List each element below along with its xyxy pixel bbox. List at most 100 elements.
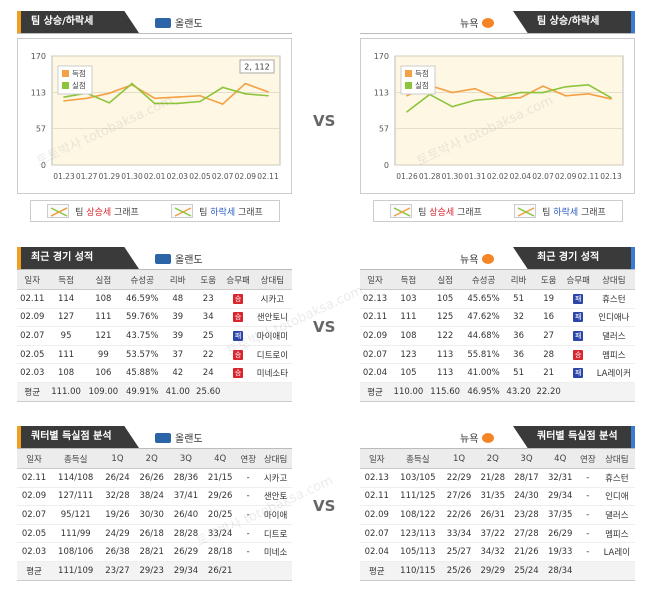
- table-cell: -: [577, 542, 599, 562]
- column-header: 상대팀: [592, 269, 635, 290]
- x-tick-label: 02.09: [235, 172, 257, 181]
- table-cell: 111.00: [47, 381, 85, 402]
- table-cell: [237, 560, 260, 581]
- table-cell: 55.81%: [463, 345, 504, 365]
- data-point: [176, 96, 179, 98]
- table-row: 02.04 105 113 41.00% 51 21 패 LA레이커: [360, 363, 635, 383]
- column-header: 도움: [192, 269, 224, 290]
- result-badge: 패: [573, 312, 584, 323]
- x-tick-label: 02.07: [212, 172, 234, 181]
- table-row: 02.07 123/113 33/34 37/22 27/28 26/29- 멤피스: [360, 524, 635, 544]
- quarter-title-right: 쿼터별 득실점 분석: [513, 426, 635, 448]
- data-point: [108, 102, 111, 104]
- result-cell: 승: [223, 363, 253, 383]
- result-cell: 승: [223, 345, 253, 365]
- table-cell: 48: [162, 289, 193, 309]
- table-cell: 122: [426, 326, 464, 346]
- table-row: 02.13 103 105 45.65% 51 19 패 휴스턴: [360, 289, 635, 309]
- data-point: [496, 97, 499, 100]
- data-point: [244, 82, 247, 85]
- table-cell: 23/28: [509, 505, 544, 525]
- table-cell: 멤피스: [592, 345, 635, 365]
- knicks-logo-icon: [482, 253, 495, 264]
- table-cell: 45.65%: [463, 289, 504, 309]
- table-cell: 25.60: [192, 381, 224, 402]
- table-cell: 29/29: [475, 560, 510, 581]
- table-cell: 39: [162, 308, 193, 328]
- result-cell: 패: [563, 308, 593, 328]
- table-cell: 38/24: [134, 487, 169, 507]
- table-cell: 99: [84, 345, 122, 365]
- y-tick-label: 170: [31, 52, 46, 61]
- column-header: 실점: [84, 269, 122, 290]
- data-point: [519, 91, 522, 94]
- table-cell: 02.07: [17, 326, 48, 346]
- table-cell: LA레이: [598, 542, 635, 562]
- data-point: [474, 99, 476, 102]
- column-header: 상대팀: [252, 269, 292, 290]
- table-row: 02.09 108 122 44.68% 36 27 패 댈러스: [360, 326, 635, 346]
- data-point: [108, 92, 111, 94]
- table-cell: 16: [533, 308, 564, 328]
- table-cell: 02.13: [360, 289, 391, 309]
- table-cell: 평균: [360, 560, 394, 581]
- average-row: 평균 111.00 109.00 49.91% 41.00 25.60: [17, 381, 292, 402]
- table-header-row: 일자 총득실 1Q 2Q 3Q 4Q 연장 상대팀: [360, 448, 635, 469]
- result-cell: 승: [563, 345, 593, 365]
- y-tick-label: 57: [36, 124, 46, 133]
- table-cell: 123: [390, 345, 427, 365]
- table-row: 02.07 123 113 55.81% 36 28 승 멤피스: [360, 345, 635, 365]
- table-cell: 23/27: [100, 560, 135, 581]
- table-cell: 25/24: [509, 560, 544, 581]
- table-cell: 37/22: [475, 524, 510, 544]
- annotation-label: 2, 112: [244, 63, 269, 72]
- data-point: [153, 97, 156, 100]
- team-left-name: 올랜도: [175, 434, 203, 445]
- table-cell: 121: [84, 326, 122, 346]
- table-cell: 28/36: [168, 468, 204, 488]
- table-cell: 26/26: [134, 468, 169, 488]
- table-cell: 25/27: [442, 542, 476, 562]
- table-cell: 02.13: [360, 468, 394, 488]
- data-point: [176, 102, 179, 105]
- data-point: [199, 94, 201, 97]
- table-cell: [598, 560, 635, 581]
- column-header: 1Q: [100, 448, 135, 469]
- table-row: 02.13 103/105 22/29 21/28 28/17 32/31- 휴스턴: [360, 468, 635, 488]
- down-trend-icon: [171, 204, 194, 218]
- table-header-row: 일자 득점 실점 슈성공 리바 도움 승무패 상대팀: [360, 269, 635, 290]
- table-cell: 21/26: [509, 542, 544, 562]
- team-left: 올랜도: [155, 430, 203, 445]
- x-tick-label: 01.26: [396, 172, 418, 181]
- result-badge: 패: [233, 330, 244, 341]
- column-header: 실점: [426, 269, 464, 290]
- legend-up-c: 그래프: [454, 207, 482, 218]
- result-badge: 패: [573, 368, 584, 379]
- recent-header-left: 최근 경기 성적 올랜도: [17, 247, 292, 269]
- table-cell: [252, 381, 292, 402]
- table-cell: 106: [84, 363, 122, 383]
- table-cell: 47.62%: [463, 308, 504, 328]
- table-cell: 51: [503, 363, 534, 383]
- data-point: [519, 96, 522, 99]
- legend-down: 팀 하락세 그래프: [514, 204, 606, 218]
- table-cell: 인디애나: [592, 308, 635, 328]
- table-cell: 마이애: [259, 505, 292, 525]
- table-cell: 26/38: [100, 542, 135, 562]
- data-point: [610, 98, 612, 100]
- legend-label: 득점: [72, 68, 86, 78]
- table-row: 02.07 95/121 19/26 30/30 26/40 20/25- 마이애: [17, 505, 292, 525]
- x-tick-label: 01.28: [419, 172, 441, 181]
- data-point: [85, 97, 88, 100]
- result-cell: 패: [563, 363, 593, 383]
- column-header: 2Q: [134, 448, 169, 469]
- table-cell: 111: [84, 308, 122, 328]
- result-badge: 승: [233, 312, 244, 323]
- legend-up-a: 팀: [75, 207, 87, 218]
- table-cell: 02.07: [17, 505, 52, 525]
- table-cell: 53.57%: [121, 345, 163, 365]
- x-tick-label: 02.11: [257, 172, 279, 181]
- table-cell: 02.04: [360, 363, 391, 383]
